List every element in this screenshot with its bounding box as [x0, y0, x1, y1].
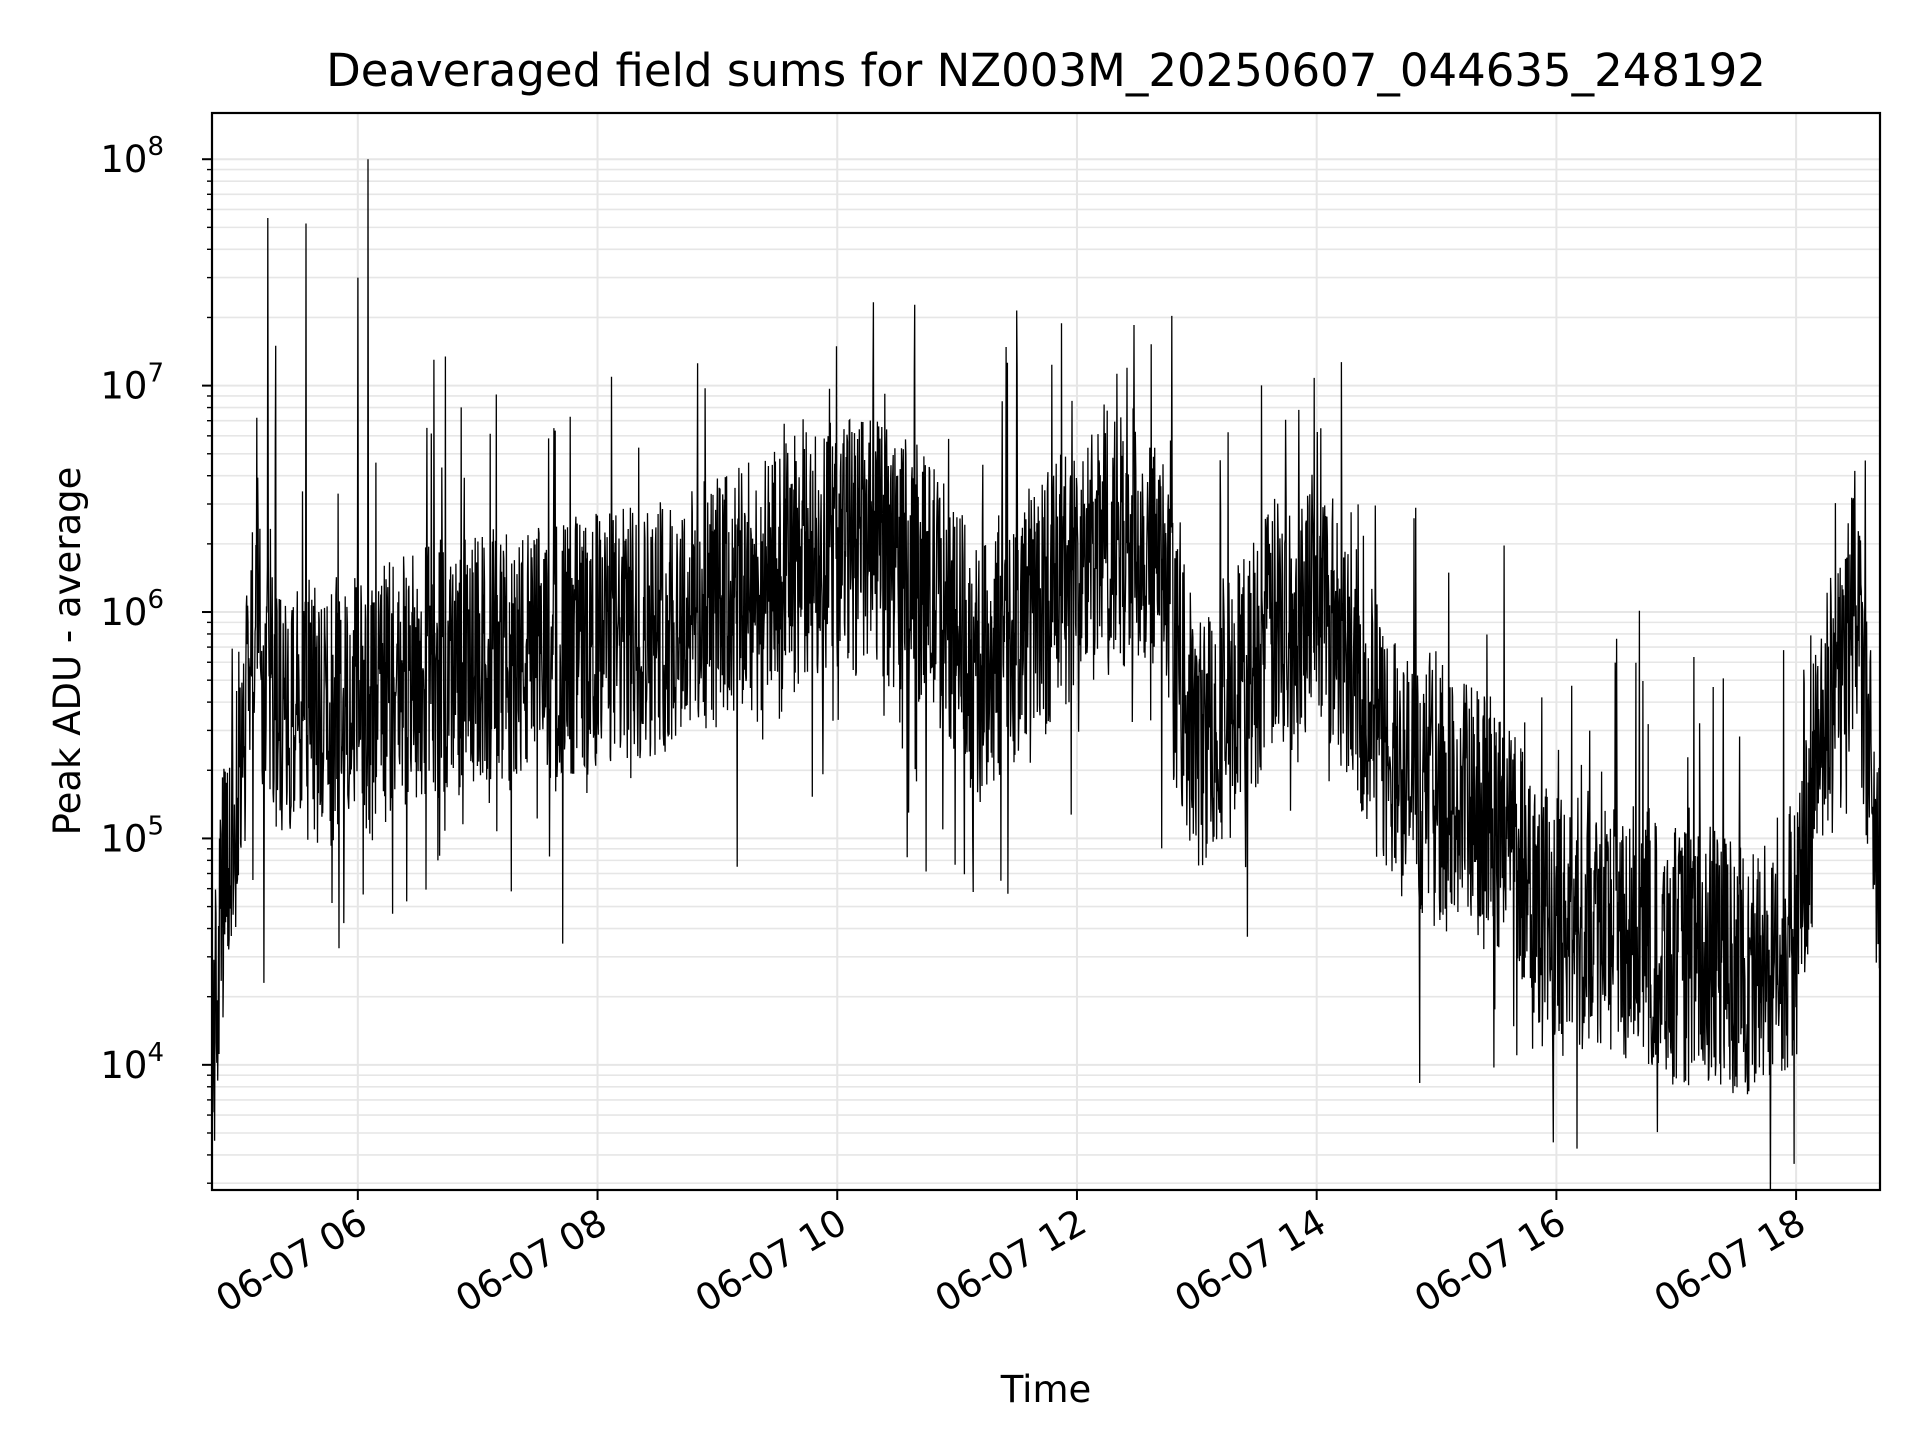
y-axis-label: Peak ADU - average [46, 467, 89, 836]
y-tick-label: 105 [100, 811, 164, 860]
x-axis-label: Time [1000, 1368, 1092, 1411]
chart-title: Deaveraged field sums for NZ003M_2025060… [326, 44, 1766, 97]
plot-area [212, 159, 1880, 1190]
series-line [212, 159, 1880, 1190]
y-tick-label: 106 [100, 585, 164, 634]
y-tick-label: 107 [100, 359, 164, 408]
y-tick-label: 108 [100, 132, 164, 181]
y-tick-label: 104 [100, 1038, 164, 1087]
plot-frame [210, 111, 1882, 1192]
